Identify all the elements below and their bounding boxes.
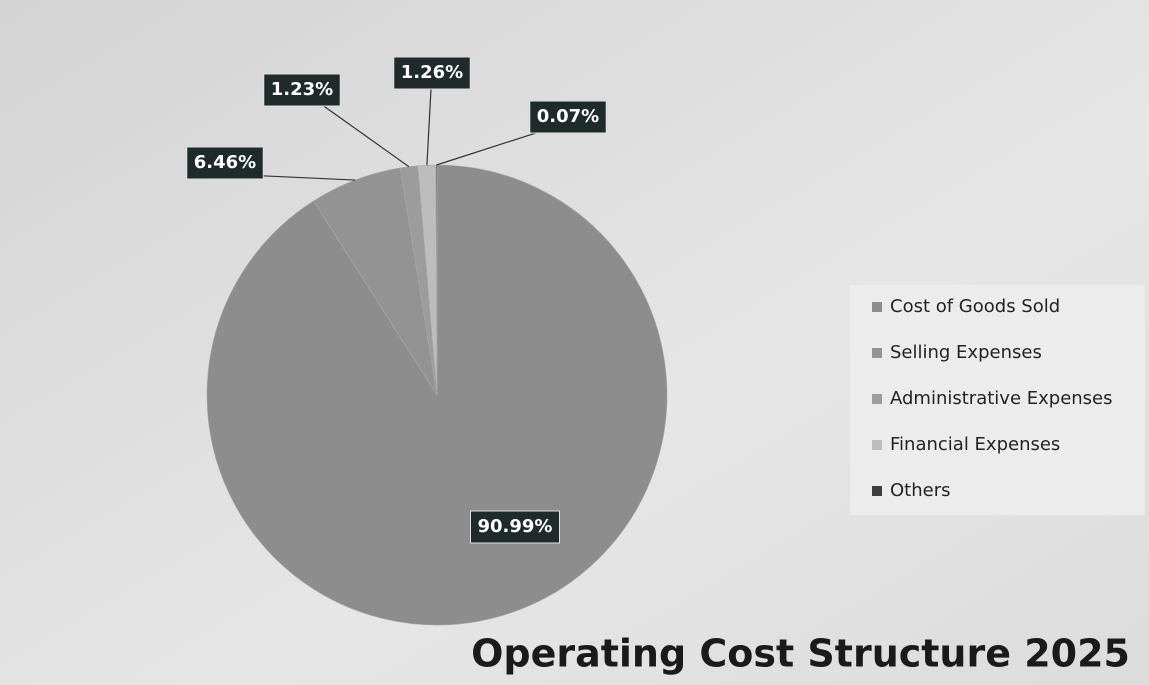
legend-label: Administrative Expenses — [890, 388, 1113, 409]
data-label-box — [263, 73, 341, 107]
legend-label: Cost of Goods Sold — [890, 296, 1060, 317]
legend-marker — [872, 486, 882, 496]
chart-title: Operating Cost Structure 2025 — [471, 632, 1130, 676]
legend-marker — [872, 302, 882, 312]
legend-label: Others — [890, 480, 951, 501]
data-label-box — [470, 510, 560, 544]
data-label-box — [529, 100, 607, 134]
data-label-box — [186, 146, 264, 180]
legend-box — [850, 285, 1145, 515]
legend-marker — [872, 394, 882, 404]
data-label: 1.26% — [401, 62, 463, 83]
data-label: 0.07% — [537, 106, 599, 127]
legend-label: Selling Expenses — [890, 342, 1042, 363]
data-label: 6.46% — [194, 152, 256, 173]
data-label-box — [393, 56, 471, 90]
data-label: 1.23% — [271, 79, 333, 100]
data-label: 90.99% — [478, 516, 553, 537]
legend-marker — [872, 348, 882, 358]
legend-label: Financial Expenses — [890, 434, 1060, 455]
legend-marker — [872, 440, 882, 450]
